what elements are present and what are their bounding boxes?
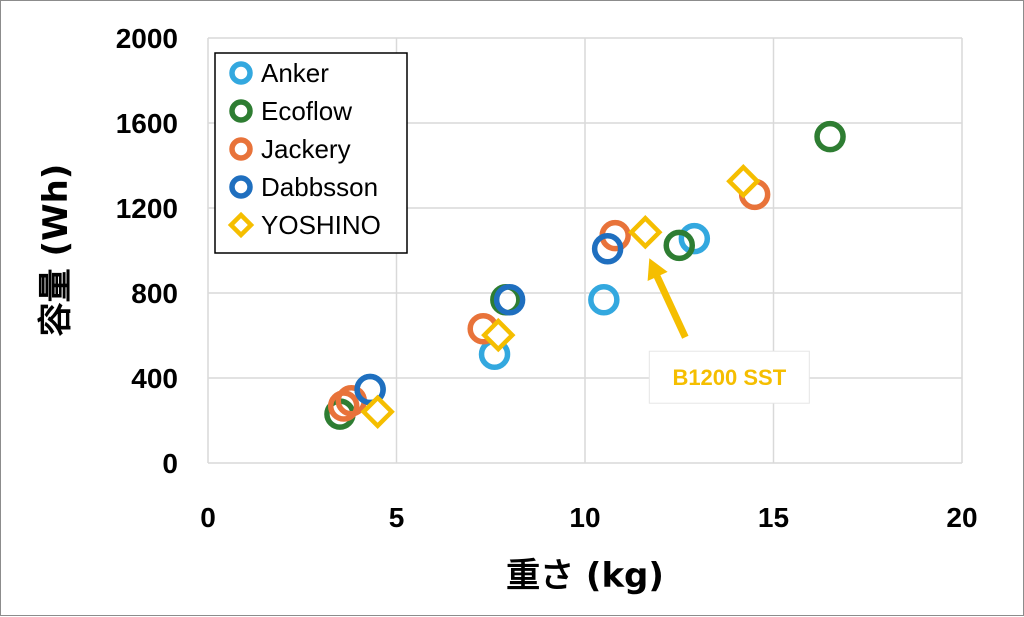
legend-marker-dabbsson <box>229 175 253 199</box>
x-tick-label: 10 <box>569 502 600 533</box>
data-point-yoshino <box>726 164 761 199</box>
legend-label: Dabbsson <box>261 172 378 202</box>
legend-label: Anker <box>261 58 329 88</box>
annotation-box <box>648 350 810 404</box>
y-tick-label: 400 <box>131 363 178 394</box>
data-point-ecoflow <box>663 229 695 262</box>
data-point-anker <box>678 222 711 255</box>
y-tick-label: 1600 <box>116 108 178 139</box>
data-point-anker <box>588 284 620 316</box>
tick-labels: 0 400 800 1200 1600 2000 0 5 10 15 20 <box>116 23 978 533</box>
annotation-layer: B1200 SST <box>647 258 810 404</box>
x-tick-label: 20 <box>946 502 977 533</box>
data-point-yoshino <box>360 394 395 429</box>
data-point-ecoflow <box>814 120 846 153</box>
annotation-label: B1200 SST <box>672 365 786 390</box>
y-tick-label: 2000 <box>116 23 178 54</box>
x-axis-title: 重さ (kg) <box>506 556 664 596</box>
data-point-dabbsson <box>493 284 526 316</box>
annotation-arrow-head <box>647 258 668 281</box>
legend-label: YOSHINO <box>261 210 381 240</box>
x-tick-label: 15 <box>758 502 789 533</box>
legend-label: Ecoflow <box>261 96 352 126</box>
legend-label: Jackery <box>261 134 351 164</box>
legend-marker-yoshino <box>227 211 255 239</box>
y-tick-label: 0 <box>162 448 178 479</box>
data-point-dabbsson <box>591 233 624 265</box>
data-point-yoshino <box>628 215 663 250</box>
y-tick-label: 800 <box>131 278 178 309</box>
data-point-yoshino <box>481 317 516 353</box>
x-tick-label: 5 <box>389 502 405 533</box>
data-points <box>324 120 846 430</box>
legend: Anker Ecoflow Jackery Dabbsson YOSHINO <box>214 52 408 254</box>
annotation-arrow-shaft <box>650 266 689 339</box>
legend-marker-jackery <box>229 137 253 161</box>
x-tick-label: 0 <box>200 502 216 533</box>
y-tick-label: 1200 <box>116 193 178 224</box>
y-axis-title: 容量 (Wh) <box>36 164 76 337</box>
axis-layer <box>207 38 962 464</box>
legend-marker-anker <box>229 61 253 85</box>
legend-marker-ecoflow <box>229 99 253 123</box>
